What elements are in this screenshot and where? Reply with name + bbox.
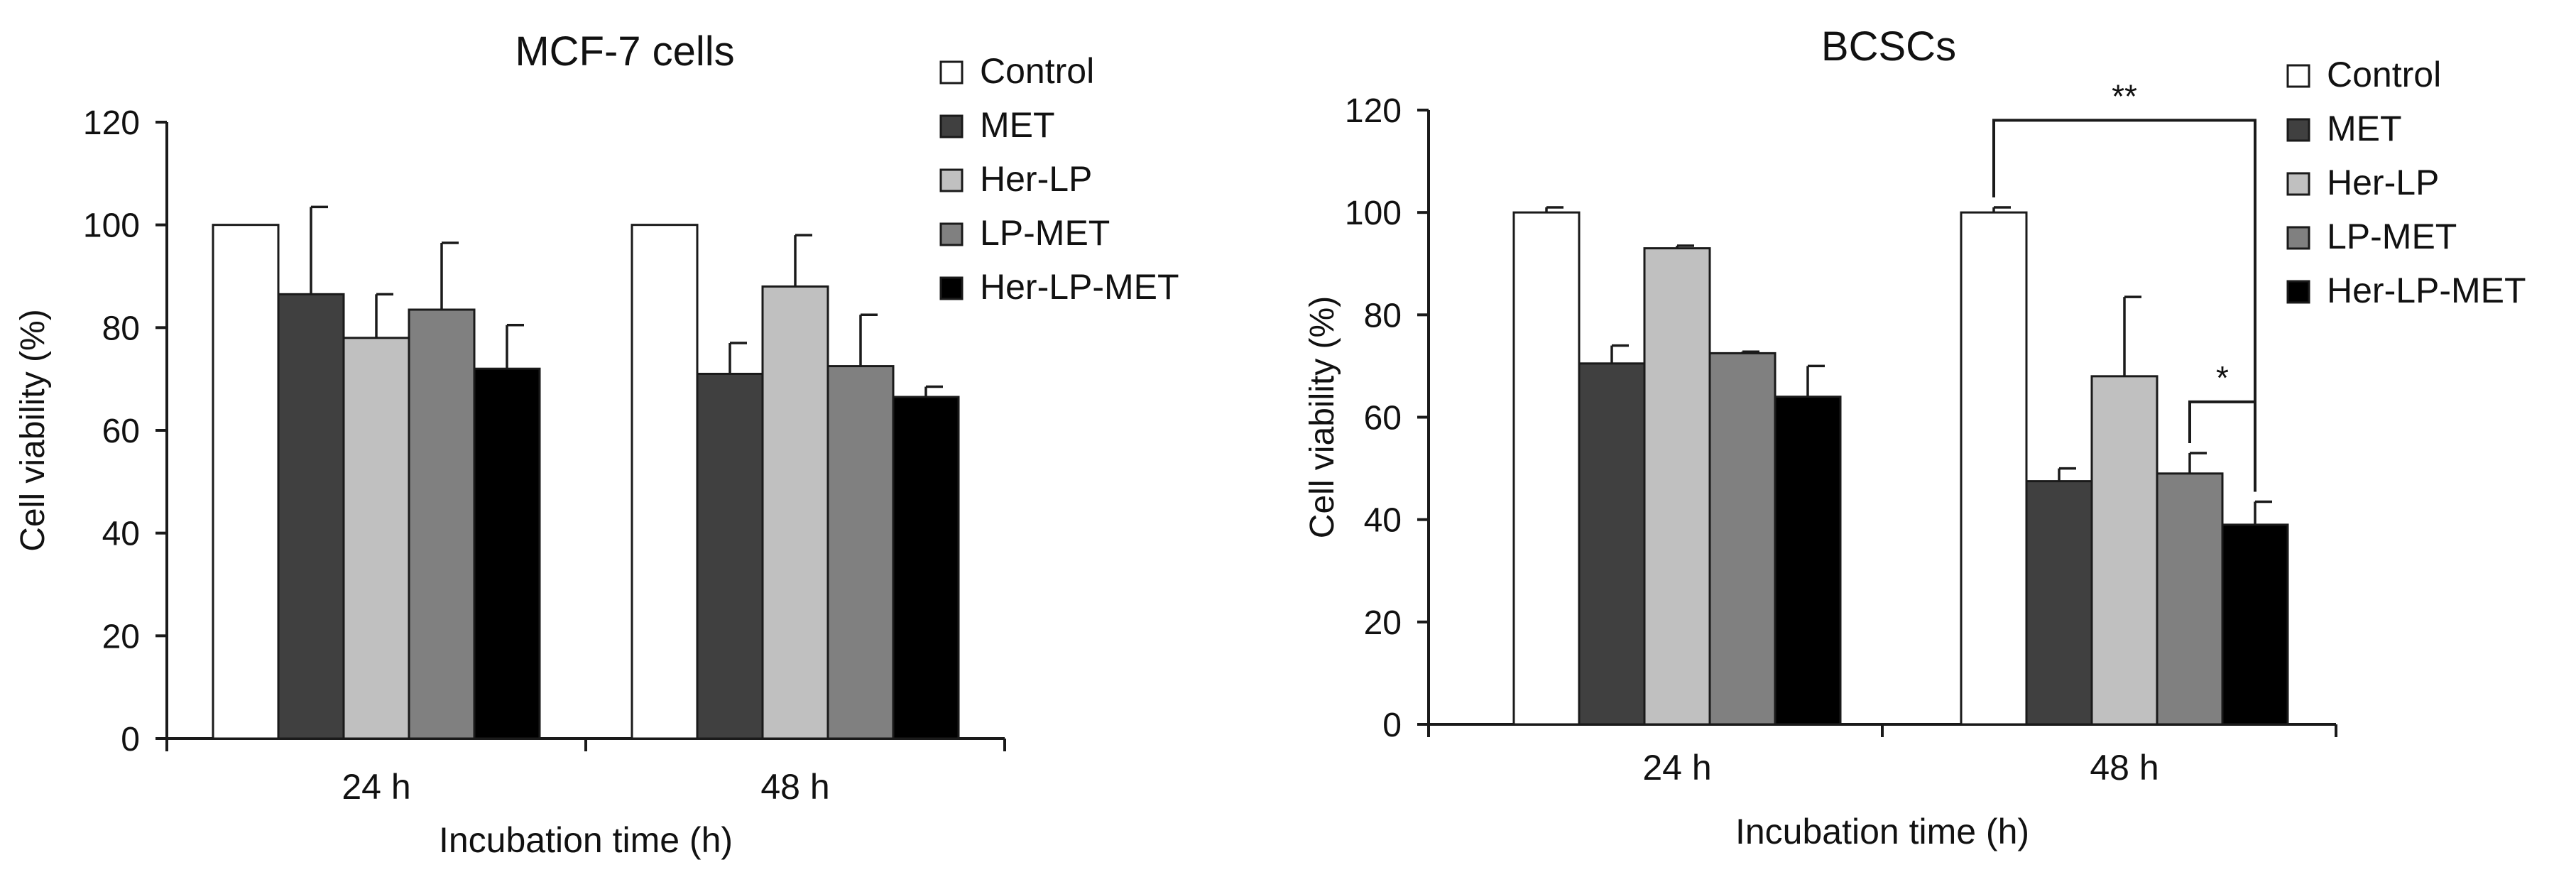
legend-swatch [939, 168, 964, 192]
y-axis-label: Cell viability (%) [1304, 296, 1341, 538]
x-axis-label: Incubation time (h) [1735, 812, 2029, 851]
y-tick-label: 100 [83, 207, 140, 245]
significance-label: ** [2112, 77, 2137, 114]
legend-swatch [2286, 118, 2310, 142]
legend-label: MET [980, 105, 1055, 145]
y-tick-label: 20 [102, 618, 140, 655]
bar-her-lp-met-24h [1774, 396, 1842, 726]
y-tick-label: 60 [102, 413, 140, 450]
y-tick-label: 0 [121, 721, 140, 758]
bar-lp-met-24h [408, 308, 476, 740]
legend-label: Her-LP [2327, 163, 2439, 202]
y-axis-label: Cell viability (%) [14, 309, 52, 551]
x-category-label: 24 h [342, 767, 410, 807]
x-axis-label: Incubation time (h) [439, 820, 733, 860]
chart-title: MCF-7 cells [515, 28, 734, 75]
bar-met-24h [277, 293, 345, 740]
significance-bracket [1992, 119, 2256, 492]
bar-control-48h [1960, 211, 2028, 726]
legend-swatch [939, 114, 964, 138]
chart-bcscs: BCSCs 0 20 40 60 80 100 120 Cell viability (%) In… [1304, 23, 2526, 851]
legend-label: Control [2327, 55, 2441, 94]
legend-label: LP-MET [2327, 217, 2457, 256]
bar-her-lp-24h [342, 337, 410, 740]
bar-her-lp-48h [2090, 375, 2159, 726]
bar-her-lp-met-48h [2221, 523, 2289, 726]
bar-met-48h [2025, 480, 2093, 726]
bar-lp-met-48h [826, 365, 895, 740]
y-tick-label: 100 [1345, 195, 1402, 232]
y-tick-label: 80 [1364, 297, 1402, 334]
bar-control-24h [212, 224, 280, 740]
y-tick-label: 120 [83, 104, 140, 142]
bar-her-lp-met-48h [892, 396, 960, 740]
bar-lp-met-48h [2156, 472, 2224, 726]
y-tick-label: 60 [1364, 400, 1402, 437]
y-tick-label: 40 [102, 516, 140, 553]
significance-bracket [2188, 400, 2256, 492]
legend-swatch [2286, 226, 2310, 250]
legend-label: Her-LP-MET [2327, 271, 2526, 310]
legend-swatch [939, 60, 964, 85]
bar-control-48h [631, 224, 699, 740]
legend-swatch [2286, 64, 2310, 88]
chart-title: BCSCs [1821, 23, 1956, 70]
bar-lp-met-24h [1708, 352, 1777, 726]
bar-her-lp-met-24h [473, 367, 541, 740]
y-tick-label: 120 [1345, 92, 1402, 130]
chart-mcf7-cells: MCF-7 cells 0 20 40 60 80 100 120 Cell viability… [14, 28, 1179, 860]
x-category-label: 48 h [760, 767, 829, 807]
x-category-label: 48 h [2090, 748, 2159, 788]
legend-swatch [2286, 172, 2310, 196]
legend-label: LP-MET [980, 213, 1110, 253]
legend-swatch [939, 276, 964, 300]
legend-label: Her-LP [980, 159, 1092, 199]
bar-her-lp-24h [1643, 247, 1711, 726]
x-category-label: 24 h [1642, 748, 1711, 788]
legend-swatch [2286, 280, 2310, 304]
y-tick-label: 80 [102, 310, 140, 347]
significance-label: * [2216, 359, 2229, 396]
bar-control-24h [1512, 211, 1581, 726]
bar-met-24h [1578, 362, 1646, 726]
bar-met-48h [696, 372, 764, 740]
y-tick-label: 20 [1364, 604, 1402, 642]
bar-her-lp-48h [761, 285, 829, 740]
legend-label: MET [2327, 109, 2402, 148]
y-tick-label: 0 [1382, 707, 1402, 744]
y-tick-label: 40 [1364, 502, 1402, 540]
legend-swatch [939, 222, 964, 246]
legend-label: Her-LP-MET [980, 267, 1179, 307]
legend-label: Control [980, 51, 1094, 91]
